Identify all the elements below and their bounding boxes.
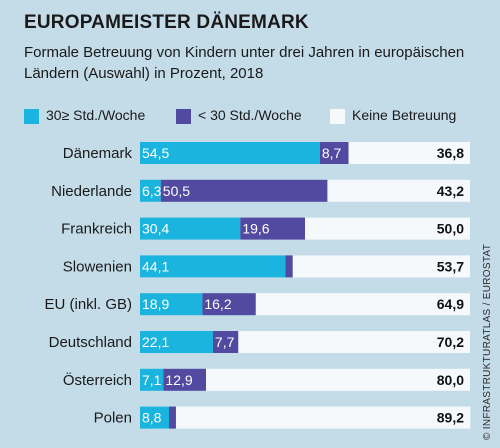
bar-segment <box>140 142 320 164</box>
data-label: 12,9 <box>165 372 192 388</box>
bar-segment <box>175 406 471 429</box>
bar-segment <box>319 142 349 164</box>
category-label: Niederlande <box>51 183 132 200</box>
bar-segment <box>238 331 470 353</box>
data-label: 50,5 <box>163 183 190 199</box>
bar-segment <box>292 255 470 278</box>
chart-subtitle: Formale Betreuung von Kindern unter drei… <box>24 44 465 82</box>
legend-swatch-full-time <box>24 109 39 124</box>
data-label: 19,6 <box>242 221 269 237</box>
legend-label-none: Keine Betreuung <box>352 107 457 123</box>
bar-segment <box>140 368 164 391</box>
bar-segment <box>348 142 470 164</box>
bar-segment <box>163 368 206 391</box>
category-label: EU (inkl. GB) <box>44 296 132 313</box>
bar-segment <box>140 331 213 353</box>
data-label: 22,1 <box>142 334 169 350</box>
bar-segment <box>240 217 305 240</box>
bar-segment <box>255 293 470 316</box>
data-label: 16,2 <box>204 296 231 312</box>
data-label: 36,8 <box>437 145 464 161</box>
data-label: 8,7 <box>322 145 342 161</box>
data-label: 6,3 <box>142 183 162 199</box>
legend-label-part-time: < 30 Std./Woche <box>198 107 302 123</box>
data-label: 8,8 <box>142 410 162 426</box>
bar-segment <box>140 293 203 316</box>
bar-segment <box>206 368 470 391</box>
data-label: 54,5 <box>142 145 169 161</box>
bar-segment <box>285 255 293 278</box>
data-label: 44,1 <box>142 258 169 274</box>
data-label: 64,9 <box>437 296 464 312</box>
category-label: Frankreich <box>61 221 132 238</box>
category-label: Österreich <box>63 371 132 389</box>
data-label: 18,9 <box>142 296 169 312</box>
data-label: 50,0 <box>437 221 464 237</box>
data-label: 89,2 <box>437 410 464 426</box>
source-credit: © INFRASTRUKTURATLAS / EUROSTAT <box>482 243 493 440</box>
data-label: 53,7 <box>437 258 464 274</box>
bar-segment <box>140 406 170 429</box>
legend-label-full-time: 30≥ Std./Woche <box>46 107 146 123</box>
data-label: 43,2 <box>437 183 464 199</box>
bar-segment <box>305 217 470 240</box>
bar-segment <box>202 293 256 316</box>
bar-segment <box>327 179 470 202</box>
bar-segment <box>160 179 328 202</box>
data-label: 80,0 <box>437 372 464 388</box>
category-label: Polen <box>94 410 132 427</box>
bar-segment <box>140 255 286 278</box>
bar-segment <box>140 217 241 240</box>
bar-segment <box>169 406 176 429</box>
category-label: Deutschland <box>49 334 132 351</box>
data-label: 7,7 <box>215 334 235 350</box>
legend-swatch-part-time <box>176 109 191 124</box>
category-label: Dänemark <box>63 145 133 162</box>
data-label: 70,2 <box>437 334 464 350</box>
chart-title: EUROPAMEISTER DÄNEMARK <box>24 12 309 33</box>
bar-segment <box>140 179 161 202</box>
legend-swatch-none <box>330 109 345 124</box>
data-label: 7,1 <box>142 372 162 388</box>
bar-segment <box>212 331 239 353</box>
data-label: 30,4 <box>142 221 169 237</box>
category-label: Slowenien <box>63 258 132 275</box>
